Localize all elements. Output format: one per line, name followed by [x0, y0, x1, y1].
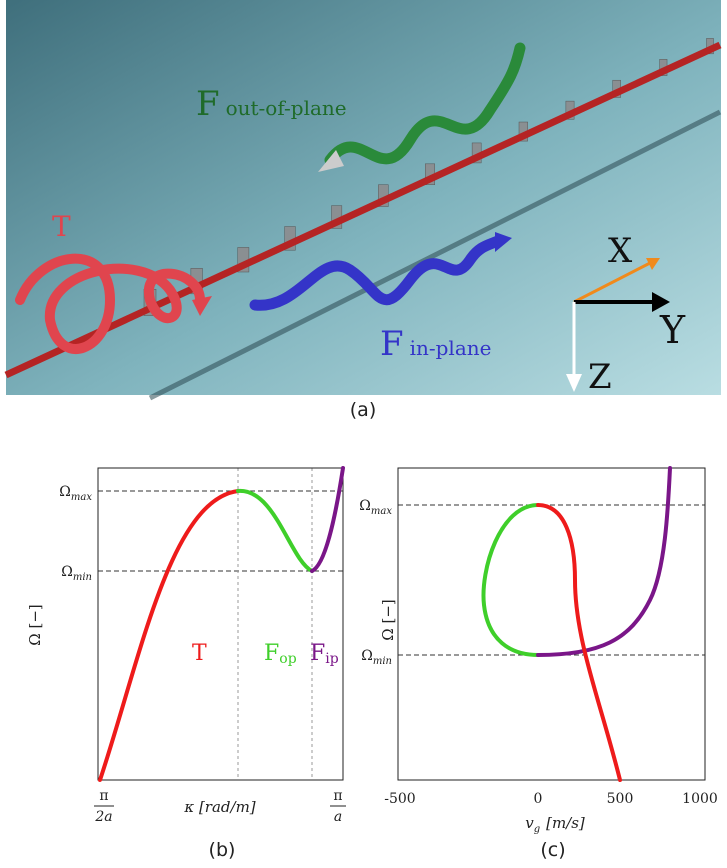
unit: [m/s] [546, 814, 585, 832]
subscript: g [534, 824, 540, 835]
x-axis-label: vg[m/s] [525, 814, 585, 835]
axes-box [398, 468, 705, 780]
x-tick-numerator: π [99, 788, 108, 804]
y-tick-label: Ωmin [61, 564, 92, 583]
y-tick-label: Ωmax [59, 484, 92, 503]
label: Y [659, 308, 686, 352]
curve-fip [312, 468, 343, 571]
panel-b: Ωmax Ωmin Ω [−] π 2a π a κ [rad/m] T Fop… [26, 468, 346, 825]
subscript: min [373, 656, 392, 667]
x-tick-denominator: 2a [94, 809, 112, 825]
label: T [52, 210, 71, 243]
subscript: min [73, 572, 92, 583]
subscript: max [371, 506, 392, 517]
x-tick-numerator: π [333, 788, 342, 804]
symbol: Ω [359, 498, 371, 514]
y-tick-label: Ωmin [361, 648, 392, 667]
subscript: max [71, 492, 92, 503]
curve-t [100, 491, 238, 780]
x-tick-label: 500 [607, 791, 634, 807]
symbol: Ω [361, 648, 373, 664]
y-axis-label: Ω [−] [26, 604, 44, 645]
x-tick-label: 1000 [682, 791, 718, 807]
label-sub: in-plane [410, 336, 492, 360]
curve-fop [238, 491, 312, 571]
label-sub: out-of-plane [226, 96, 347, 120]
x-axis-label: κ [rad/m] [183, 798, 255, 816]
curve-label: T [192, 641, 207, 666]
x-tick-denominator: a [334, 809, 342, 825]
panel-c: Ωmax Ωmin Ω [−] -500 0 500 1000 vg[m/s] [359, 468, 718, 835]
x-tick-label: 0 [534, 791, 543, 807]
axes-box [98, 468, 343, 780]
caption: (b) [209, 839, 236, 861]
y-tick-label: Ωmax [359, 498, 392, 517]
curve-label: Fip [310, 641, 339, 667]
caption: (a) [350, 399, 376, 421]
symbol: Ω [61, 564, 73, 580]
symbol: F [380, 324, 404, 364]
subscript: ip [325, 651, 338, 667]
symbol: F [196, 84, 220, 124]
subscript: op [279, 651, 296, 667]
symbol: Ω [59, 484, 71, 500]
symbol: F [310, 641, 325, 666]
y-axis-label: Ω [−] [379, 599, 397, 640]
label: Z [588, 357, 612, 397]
figure: Fout-of-plane T Fin-plane X Y Z (a) Ωmax… [0, 0, 727, 868]
x-tick-label: -500 [384, 791, 415, 807]
curve-fop [483, 505, 538, 655]
curve-label: Fop [264, 641, 297, 667]
label: X [608, 231, 633, 271]
curve-fip [538, 468, 670, 655]
background [6, 0, 721, 395]
page: {"panel_a": {"f_out_symbol": "F", "f_out… [0, 0, 727, 868]
caption: (c) [540, 839, 565, 861]
symbol: F [264, 641, 279, 666]
